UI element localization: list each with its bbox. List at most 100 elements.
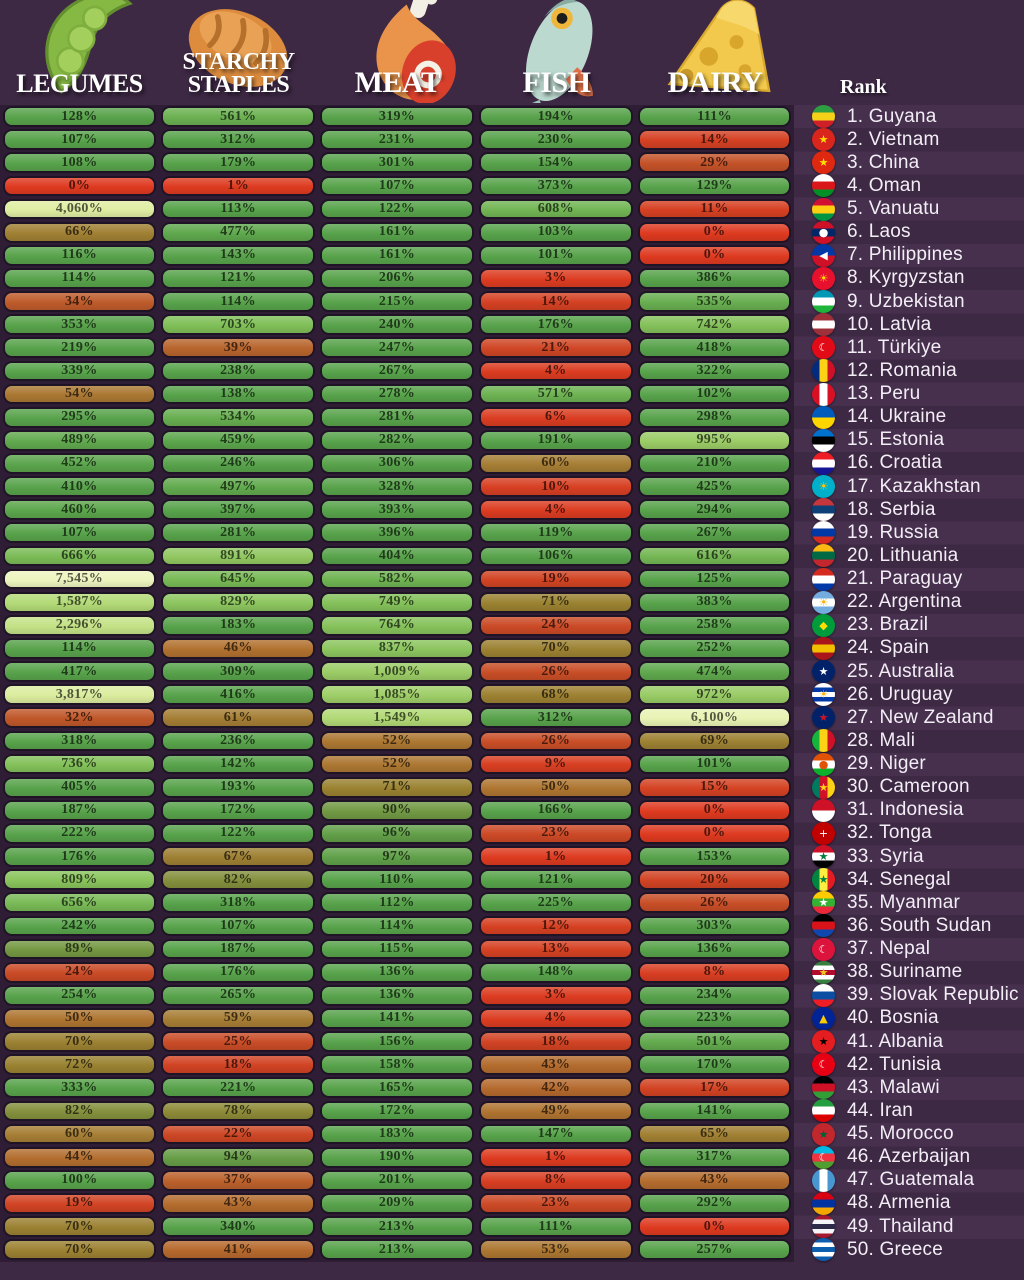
value-cell-legumes-estonia: 489% [2,429,157,451]
value-cell-fish-china: 154% [478,152,633,174]
value-cell-meat-china: 301% [320,152,474,174]
value-cell-meat-uruguay: 1,085% [320,684,474,706]
value-cell-starchy-staples-oman: 1% [161,175,315,197]
rank-row-china: ★ 3. China [794,151,1024,175]
value-cell-dairy-bosnia: 223% [637,1008,792,1029]
column-title: FISH [522,65,591,99]
rank-row-syria: ★ 33. Syria [794,845,1024,869]
value-cell-meat-greece: 213% [320,1239,474,1261]
value-cell-legumes-guyana: 128% [2,106,157,127]
value-cell-fish-indonesia: 166% [478,799,633,821]
flag-emblem: ◆ [819,618,828,632]
value-cell-fish-senegal: 121% [478,869,633,891]
value-cell-starchy-staples-morocco: 22% [161,1123,315,1145]
value-cell-starchy-staples-guyana: 561% [161,106,315,127]
rank-country-label: 4. Oman [847,174,922,196]
rank-row-uruguay: ☀ 26. Uruguay [794,683,1024,707]
value-cell-starchy-staples-guatemala: 37% [161,1169,315,1191]
value-cell-starchy-staples-vietnam: 312% [161,129,315,151]
rank-country-label: 6. Laos [847,221,911,243]
value-cell-meat-azerbaijan: 190% [320,1146,474,1168]
table-row-armenia: 19% 43% 209% 23% 292% [0,1192,794,1215]
rank-row-niger: ● 29. Niger [794,752,1024,776]
value-cell-meat-tonga: 96% [320,823,474,844]
value-cell-dairy-iran: 141% [637,1100,792,1122]
value-cell-dairy-kazakhstan: 425% [637,476,792,497]
flag-icon-cameroon: ★ [812,775,835,799]
value-cell-starchy-staples-niger: 142% [161,753,315,775]
value-cell-legumes-bosnia: 50% [2,1008,157,1029]
table-row-russia: 107% 281% 396% 119% 267% [0,521,794,544]
value-cell-fish-spain: 70% [478,638,633,659]
rank-country-label: 17. Kazakhstan [847,475,981,497]
rank-row-malawi: ☀ 43. Malawi [794,1076,1024,1100]
value-cell-dairy-oman: 129% [637,175,792,197]
rank-country-label: 49. Thailand [847,1215,954,1237]
value-cell-fish-vietnam: 230% [478,129,633,151]
value-cell-meat-kazakhstan: 328% [320,476,474,497]
value-cell-dairy-romania: 322% [637,360,792,382]
table-row-brazil: 2,296% 183% 764% 24% 258% [0,614,794,637]
value-cell-dairy-suriname: 8% [637,961,792,983]
flag-icon-latvia [812,313,835,337]
value-cell-meat-south-sudan: 114% [320,915,474,937]
value-cell-fish-mali: 26% [478,730,633,752]
column-header-meat: MEAT [318,0,477,103]
flag-icon-australia: ★ [812,660,835,684]
rank-country-label: 22. Argentina [847,591,962,613]
value-cell-fish-tunisia: 43% [478,1054,633,1076]
value-cell-dairy-guyana: 111% [637,106,792,127]
rank-country-label: 23. Brazil [847,614,929,636]
table-row-iran: 82% 78% 172% 49% 141% [0,1099,794,1122]
value-cell-meat-cameroon: 71% [320,776,474,798]
rank-row-uzbekistan: 9. Uzbekistan [794,290,1024,314]
flag-icon-t-rkiye: ☾ [812,336,835,360]
value-cell-starchy-staples-kazakhstan: 497% [161,476,315,497]
value-cell-dairy-guatemala: 43% [637,1169,792,1191]
value-cell-meat-niger: 52% [320,753,474,775]
table-row-syria: 176% 67% 97% 1% 153% [0,845,794,868]
value-cell-meat-brazil: 764% [320,614,474,636]
value-cell-fish-thailand: 111% [478,1216,633,1237]
table-row-philippines: 116% 143% 161% 101% 0% [0,244,794,267]
table-row-suriname: 24% 176% 136% 148% 8% [0,961,794,984]
flag-icon-guyana [812,105,835,129]
rank-row-south-sudan: 36. South Sudan [794,914,1024,938]
flag-icon-paraguay [812,567,835,591]
value-cell-legumes-laos: 66% [2,221,157,243]
value-cell-dairy-indonesia: 0% [637,799,792,821]
value-cell-fish-nepal: 13% [478,938,633,960]
flag-icon-iran [812,1099,835,1123]
value-cell-starchy-staples-azerbaijan: 94% [161,1146,315,1168]
rank-country-label: 1. Guyana [847,105,937,127]
value-cell-fish-niger: 9% [478,753,633,775]
value-cell-meat-syria: 97% [320,846,474,867]
rank-country-label: 42. Tunisia [847,1053,942,1075]
value-grid: 128% 561% 319% 194% 111% 107% 312% 231% 230% 14% 1… [0,105,794,1262]
rank-country-label: 8. Kyrgyzstan [847,267,965,289]
rank-country-label: 11. Türkiye [847,336,942,358]
flag-icon-vanuatu [812,197,835,221]
value-cell-starchy-staples-russia: 281% [161,522,315,544]
value-cell-dairy-south-sudan: 303% [637,915,792,937]
value-cell-legumes-t-rkiye: 219% [2,337,157,359]
value-cell-meat-philippines: 161% [320,244,474,266]
value-cell-legumes-south-sudan: 242% [2,915,157,937]
value-cell-fish-philippines: 101% [478,244,633,266]
rank-row-vietnam: ★ 2. Vietnam [794,128,1024,152]
flag-icon-bosnia: ▲ [812,1006,835,1030]
value-cell-fish-malawi: 42% [478,1077,633,1099]
value-cell-dairy-albania: 501% [637,1031,792,1052]
value-cell-starchy-staples-mali: 236% [161,730,315,752]
rank-country-label: 27. New Zealand [847,706,994,728]
rank-row-myanmar: ★ 35. Myanmar [794,891,1024,915]
value-cell-dairy-laos: 0% [637,221,792,243]
flag-icon-estonia [812,428,835,452]
rank-row-kyrgyzstan: ☀ 8. Kyrgyzstan [794,266,1024,290]
value-cell-legumes-philippines: 116% [2,244,157,266]
value-cell-meat-romania: 267% [320,360,474,382]
table-row-greece: 70% 41% 213% 53% 257% [0,1238,794,1261]
rank-row-greece: 50. Greece [794,1238,1024,1262]
flag-emblem: ★ [818,156,829,170]
